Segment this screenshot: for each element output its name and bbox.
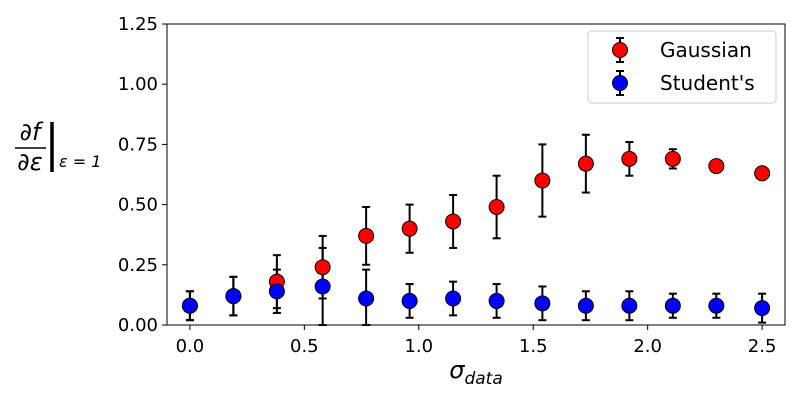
y-axis-label: ∂f ∂ε ε = 1 — [15, 118, 101, 176]
x-axis-label-main: σ — [449, 356, 465, 384]
plot-marks — [181, 133, 771, 326]
legend-label: Gaussian — [660, 38, 752, 62]
plot-frame — [166, 23, 786, 326]
data-point — [358, 227, 375, 244]
data-point — [445, 213, 462, 230]
y-tick-label: 1.00 — [118, 74, 158, 95]
data-point — [577, 155, 594, 172]
data-point — [401, 292, 418, 309]
data-point — [754, 165, 771, 182]
y-axis-label-eval: ε = 1 — [59, 152, 101, 171]
x-tick-label: 2.5 — [748, 336, 777, 357]
data-point — [754, 300, 771, 317]
y-tick-label: 0.25 — [118, 255, 158, 276]
data-point — [664, 150, 681, 167]
data-point — [225, 288, 242, 305]
series-points — [181, 278, 771, 317]
x-tick-label: 1.0 — [404, 336, 433, 357]
y-tick-label: 1.25 — [118, 14, 158, 35]
legend-marker — [612, 42, 628, 58]
y-axis-label-numerator: ∂f — [20, 118, 44, 146]
x-tick-label: 2.0 — [633, 336, 662, 357]
data-point — [708, 158, 725, 175]
y-tick-label: 0.50 — [118, 195, 158, 216]
data-point — [534, 295, 551, 312]
x-tick-label: 1.5 — [519, 336, 548, 357]
data-point — [268, 283, 285, 300]
y-tick-label: 0.00 — [118, 315, 158, 336]
data-point — [621, 297, 638, 314]
axes: 0.0 0.5 1.0 1.5 2.0 2.5 0.00 0.25 0.50 0.75 1.00 1.… — [118, 14, 777, 357]
x-axis-label: σdata — [449, 356, 503, 389]
legend-box — [587, 30, 777, 104]
data-point — [445, 290, 462, 307]
data-point — [181, 297, 198, 314]
x-tick-label: 0.0 — [176, 336, 205, 357]
data-point — [488, 292, 505, 309]
legend-marker — [612, 75, 628, 91]
y-tick-label: 0.75 — [118, 134, 158, 155]
x-axis-label-sub: data — [464, 369, 502, 389]
data-point — [621, 150, 638, 167]
data-point — [401, 220, 418, 237]
data-point — [358, 290, 375, 307]
y-axis-label-denominator: ∂ε — [17, 148, 42, 176]
data-point — [314, 259, 331, 276]
legend: Gaussian Student's — [587, 30, 777, 104]
data-point — [577, 297, 594, 314]
legend-label: Student's — [660, 71, 755, 95]
x-tick-label: 0.5 — [290, 336, 319, 357]
data-point — [314, 278, 331, 295]
data-point — [664, 297, 681, 314]
data-point — [534, 172, 551, 189]
data-point — [708, 297, 725, 314]
data-point — [488, 199, 505, 216]
